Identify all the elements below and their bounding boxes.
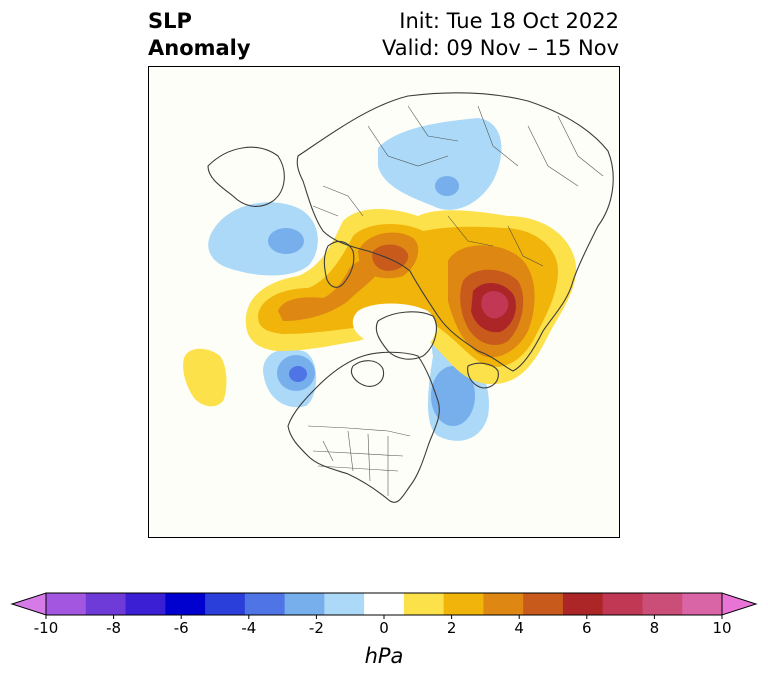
colorbar-tick-label: 2 xyxy=(447,619,457,635)
colorbar-cell xyxy=(602,593,643,615)
eurasia-outline xyxy=(296,92,614,372)
borders xyxy=(307,105,604,496)
colorbar-tick-label: 0 xyxy=(379,619,389,635)
colorbar-tick-label: -10 xyxy=(34,619,59,635)
north-america-outline xyxy=(287,351,440,503)
colorbar-cell xyxy=(284,593,325,615)
greenland-outline xyxy=(375,311,437,360)
anomaly-low-gulf-of-alaska xyxy=(263,349,317,408)
anomaly-low-siberia xyxy=(378,118,502,210)
colorbar-cell xyxy=(125,593,166,615)
colorbar-cell xyxy=(682,593,723,615)
init-date: Init: Tue 18 Oct 2022 xyxy=(399,9,619,33)
colorbar-extend-high xyxy=(721,592,758,616)
scandinavia-outline xyxy=(323,240,355,288)
anomaly-high-band xyxy=(245,209,577,385)
colorbar-tick-label: -2 xyxy=(309,619,324,635)
colorbar-cell xyxy=(483,593,524,615)
map-title: SLP Anomaly xyxy=(148,8,251,62)
colorbar-cell xyxy=(165,593,206,615)
colorbar-cell xyxy=(523,593,564,615)
colorbar-tick-label: -6 xyxy=(174,619,189,635)
map-frame xyxy=(148,66,620,538)
colorbar-tick-label: -4 xyxy=(241,619,256,635)
colorbar-cell xyxy=(562,593,604,615)
anomaly-low-europe xyxy=(208,202,318,276)
colorbar-tick-label: 6 xyxy=(582,619,592,635)
colorbar-cell xyxy=(403,593,445,615)
colorbar-cell xyxy=(443,593,484,615)
colorbar-tick-label: 4 xyxy=(514,619,524,635)
forecast-info: Init: Tue 18 Oct 2022 Valid: 09 Nov – 15… xyxy=(382,8,619,62)
africa-outline xyxy=(207,146,285,207)
title-line-2: Anomaly xyxy=(148,36,251,60)
colorbar: -10 -8 -6 -4 -2 0 2 4 6 8 10 xyxy=(10,592,758,635)
colorbar-cell xyxy=(642,593,683,615)
colorbar-cell xyxy=(244,593,286,615)
near-zero-greenland xyxy=(352,303,436,350)
alaska-outline xyxy=(467,362,499,389)
colorbar-cell xyxy=(85,593,127,615)
colorbar-cell xyxy=(364,593,405,615)
hudson-bay-outline xyxy=(350,360,385,387)
colorbar-cell xyxy=(205,593,246,615)
coastlines xyxy=(207,92,614,503)
colorbar-ticks: -10 -8 -6 -4 -2 0 2 4 6 8 10 xyxy=(34,615,732,635)
colorbar-tick-label: -8 xyxy=(106,619,121,635)
colorbar-extend-low xyxy=(10,592,47,616)
colorbar-tick-label: 8 xyxy=(650,619,660,635)
colorbar-cell xyxy=(46,593,87,615)
title-line-1: SLP xyxy=(148,9,192,33)
colorbar-cells xyxy=(10,592,758,616)
colorbar-units-label: hPa xyxy=(364,644,404,668)
colorbar-tick-label: 10 xyxy=(712,619,731,635)
slp-anomaly-map xyxy=(148,66,620,538)
colorbar-cell xyxy=(324,593,365,615)
valid-range: Valid: 09 Nov – 15 Nov xyxy=(382,36,619,60)
anomaly-high-north-pacific xyxy=(183,348,227,407)
